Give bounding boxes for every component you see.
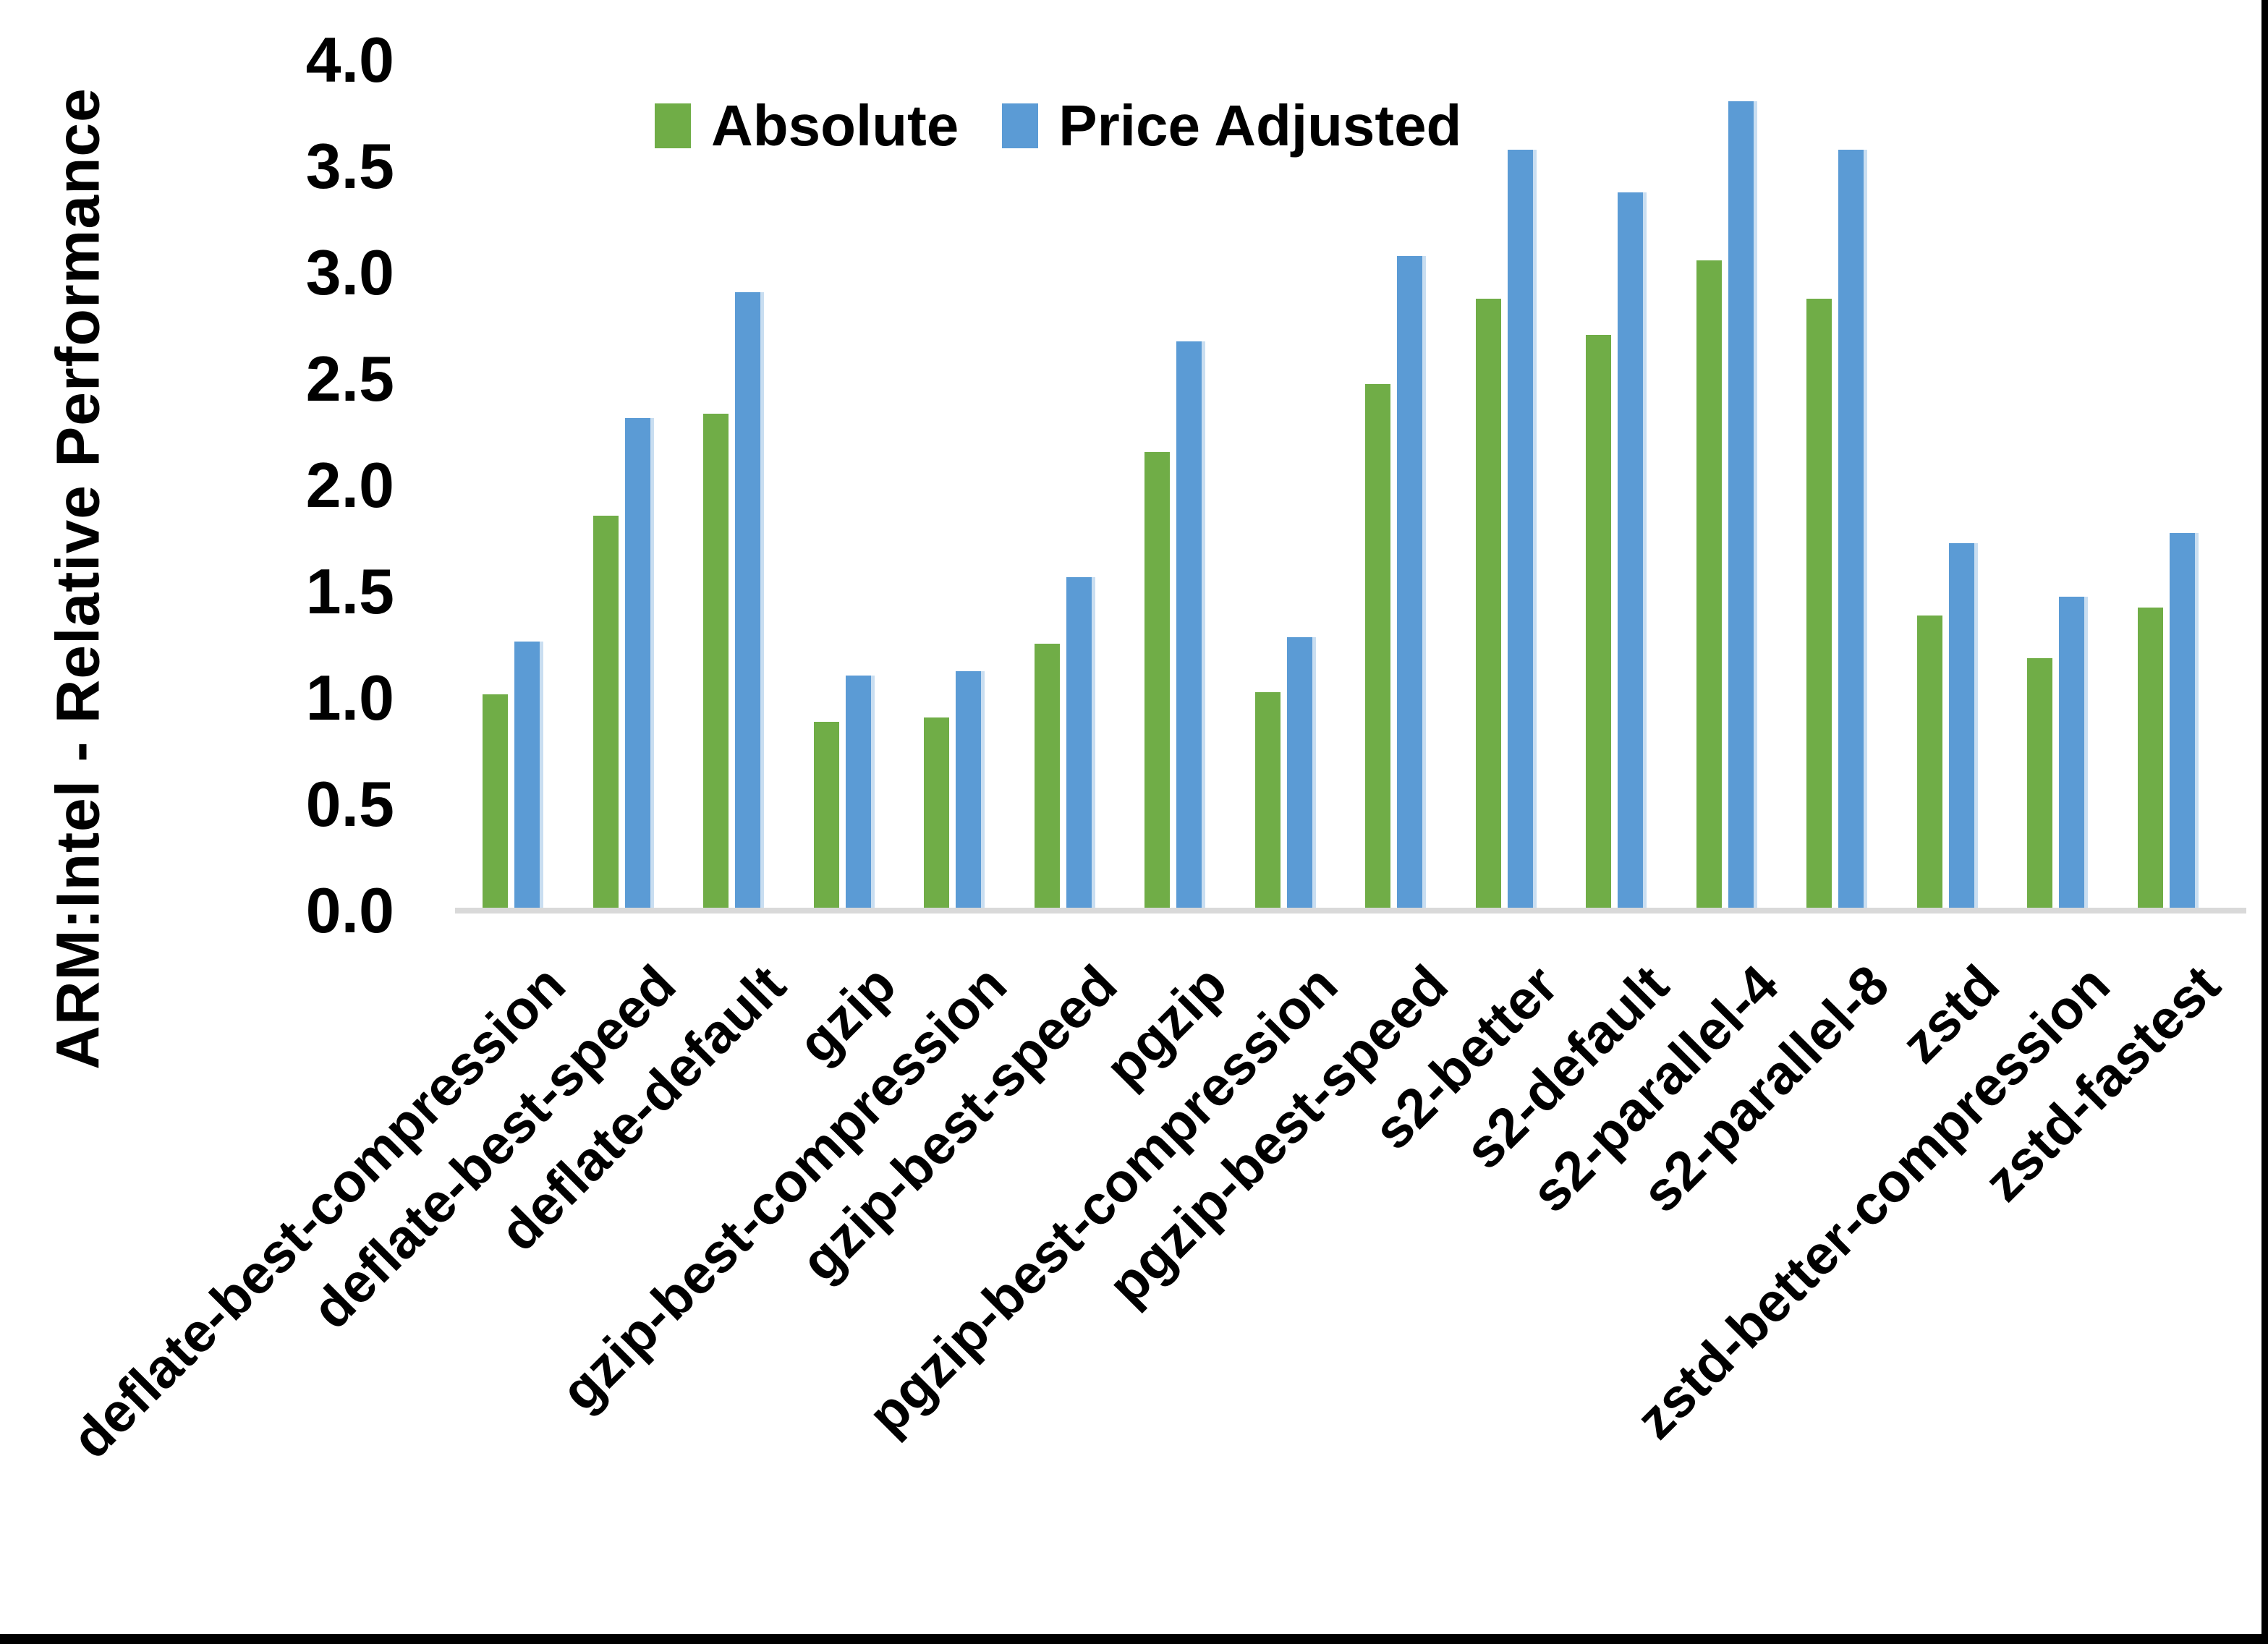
page-right-border [2261,0,2268,1644]
y-tick-1.0: 1.0 [305,662,394,733]
bar-absolute-s2-parallel-4 [1696,260,1722,909]
legend-item-absolute: Absolute [655,93,959,159]
bar-absolute-s2-parallel-8 [1806,299,1832,909]
bar-price-adjusted-gzip [845,675,875,909]
bar-price-adjusted-pgzip-best-compression [1286,636,1316,909]
bar-absolute-pgzip-best-compression [1254,692,1280,909]
y-tick-3.5: 3.5 [305,130,394,202]
bar-absolute-s2-default [1586,335,1611,909]
y-tick-2.0: 2.0 [305,449,394,521]
bar-absolute-gzip-best-compression [924,717,949,909]
bar-price-adjusted-s2-better [1507,150,1537,909]
bar-absolute-deflate-default [703,413,729,909]
legend-label-absolute: Absolute [711,93,959,158]
page-bottom-border [0,1634,2268,1644]
bar-absolute-pgzip [1144,451,1170,909]
bar-absolute-gzip-best-speed [1034,643,1060,909]
bar-absolute-gzip [813,722,839,909]
bar-price-adjusted-zstd-better-compression [2059,596,2088,909]
bar-price-adjusted-deflate-best-compression [514,641,543,909]
bar-absolute-s2-better [1475,299,1501,909]
legend-label-price-adjusted: Price Adjusted [1058,93,1462,158]
bar-price-adjusted-deflate-best-speed [624,417,654,909]
y-tick-0.5: 0.5 [305,768,394,840]
legend: Absolute Price Adjusted [655,93,1461,159]
bar-price-adjusted-s2-parallel-4 [1728,101,1757,909]
bar-absolute-pgzip-best-speed [1365,383,1390,909]
y-tick-2.5: 2.5 [305,343,394,414]
bar-price-adjusted-gzip-best-speed [1066,577,1095,909]
y-tick-0.0: 0.0 [305,874,394,946]
bar-price-adjusted-pgzip [1176,341,1205,909]
y-tick-3.0: 3.0 [305,237,394,308]
legend-swatch-price-adjusted [1002,103,1039,148]
bar-price-adjusted-pgzip-best-speed [1397,256,1426,909]
y-tick-4.0: 4.0 [305,24,394,95]
bar-price-adjusted-s2-parallel-8 [1838,150,1867,909]
bar-price-adjusted-zstd [1948,543,1978,909]
legend-swatch-absolute [655,103,691,148]
bar-absolute-zstd-fastest [2137,607,2163,909]
bar-price-adjusted-zstd-fastest [2169,532,2199,909]
bar-price-adjusted-s2-default [1618,192,1647,909]
x-axis-line [455,908,2246,913]
y-tick-1.5: 1.5 [305,555,394,627]
legend-item-price-adjusted: Price Adjusted [1002,93,1461,159]
bar-absolute-zstd [1916,616,1942,909]
bar-absolute-deflate-best-compression [483,694,508,909]
bar-price-adjusted-deflate-default [735,292,764,909]
bar-absolute-deflate-best-speed [593,516,619,909]
bar-absolute-zstd-better-compression [2027,658,2052,909]
bar-price-adjusted-gzip-best-compression [956,670,985,909]
